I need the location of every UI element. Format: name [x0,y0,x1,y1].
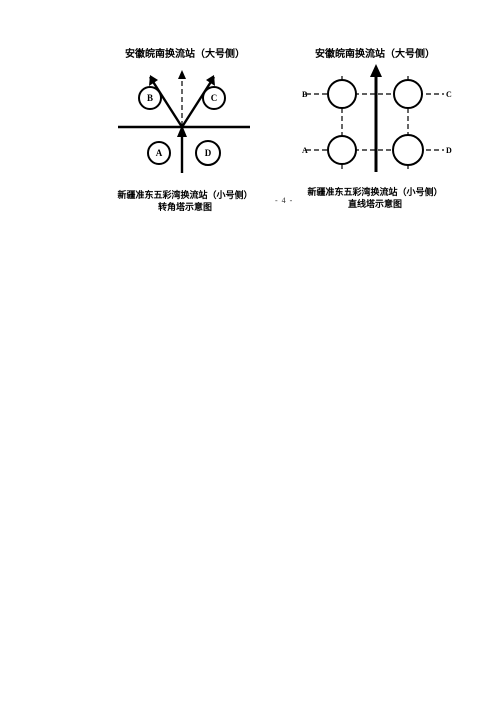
ext-label-B: B [302,90,308,99]
top-arrowhead [178,70,186,79]
node-D [393,135,423,165]
node-A-label: A [156,148,163,158]
node-A [328,136,356,164]
left-svg: B C A D [110,55,260,195]
center-arrow-head [370,64,382,77]
straight-tower-diagram: 安徽皖南换流站（大号侧） B C A D 新疆准东五彩湾换流站（小号侧） 直线塔… [300,52,450,192]
ext-label-D: D [446,146,452,155]
node-B [328,80,356,108]
node-B-label: B [147,93,153,103]
ext-label-C: C [446,90,452,99]
left-title-top: 安徽皖南换流站（大号侧） [105,45,265,60]
right-svg: B C A D [300,52,450,192]
page-number: - 4 - [275,196,293,205]
left-caption: 新疆准东五彩湾换流站（小号侧） 转角塔示意图 [105,189,265,213]
corner-tower-diagram: 安徽皖南换流站（大号侧） B C A D 新疆准东五彩湾换流站（小号侧） 转角塔… [110,55,260,195]
ext-label-A: A [302,146,308,155]
node-C-label: C [211,93,218,103]
node-D-label: D [205,148,212,158]
right-title-top: 安徽皖南换流站（大号侧） [295,45,455,60]
right-caption: 新疆准东五彩湾换流站（小号侧） 直线塔示意图 [295,186,455,210]
node-C [394,80,422,108]
